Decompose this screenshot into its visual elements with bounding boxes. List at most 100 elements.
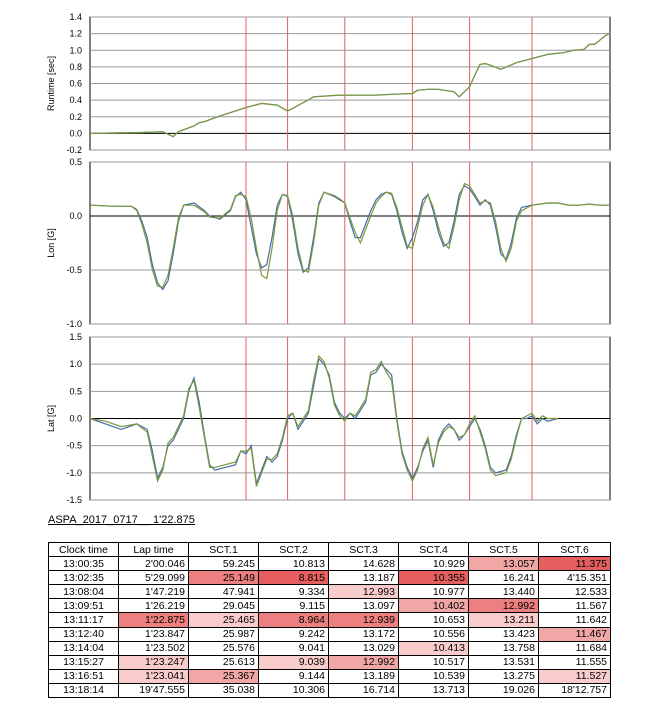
column-header: Lap time bbox=[118, 541, 189, 558]
table-cell: 10.413 bbox=[398, 640, 469, 656]
table-cell: 13:08:04 bbox=[48, 584, 119, 600]
table-row: 13:00:35 2'00.046 59.245 10.813 14.628 10.929… bbox=[48, 556, 611, 572]
table-cell: 18'12.757 bbox=[538, 682, 611, 699]
y-tick-label: 1.0 bbox=[69, 45, 82, 55]
table-cell: 12.992 bbox=[468, 598, 539, 614]
table-cell: 8.815 bbox=[258, 570, 329, 586]
table-cell: 11.684 bbox=[538, 640, 611, 656]
table-cell: 10.517 bbox=[398, 654, 469, 670]
table-cell: 5'29.099 bbox=[118, 570, 189, 586]
table-cell: 1'23.502 bbox=[118, 640, 189, 656]
table-cell: 13:16:51 bbox=[48, 668, 119, 684]
table-cell: 13.029 bbox=[328, 640, 399, 656]
table-cell: 2'00.046 bbox=[118, 556, 189, 572]
table-cell: 9.242 bbox=[258, 626, 329, 642]
table-cell: 11.555 bbox=[538, 654, 611, 670]
table-row: 13:16:51 1'23.041 25.367 9.144 13.189 10.539 1… bbox=[48, 668, 611, 684]
table-cell: 13:02:35 bbox=[48, 570, 119, 586]
table-cell: 13.440 bbox=[468, 584, 539, 600]
y-axis-label: Lon [G] bbox=[46, 228, 56, 258]
table-cell: 13.211 bbox=[468, 612, 539, 628]
table-cell: 8.964 bbox=[258, 612, 329, 628]
lap-table: Clock time Lap time SCT.1 SCT.2 SCT.3 SCT.4 SC… bbox=[48, 541, 611, 699]
series-line-1 bbox=[89, 357, 559, 484]
table-cell: 13.275 bbox=[468, 668, 539, 684]
y-tick-label: -1.5 bbox=[66, 495, 82, 505]
column-header: SCT.4 bbox=[398, 541, 469, 558]
table-cell: 1'47.219 bbox=[118, 584, 189, 600]
y-tick-label: 1.5 bbox=[69, 332, 82, 342]
column-header: SCT.2 bbox=[258, 541, 329, 558]
table-row: 13:08:04 1'47.219 47.941 9.334 12.993 10.977 1… bbox=[48, 584, 611, 600]
y-tick-label: 0.4 bbox=[69, 95, 82, 105]
column-header: SCT.3 bbox=[328, 541, 399, 558]
table-cell: 13:15:27 bbox=[48, 654, 119, 670]
y-tick-label: 0.5 bbox=[69, 386, 82, 396]
table-cell: 13:12:40 bbox=[48, 626, 119, 642]
table-cell: 11.567 bbox=[538, 598, 611, 614]
y-tick-label: 0.6 bbox=[69, 79, 82, 89]
table-cell: 14.628 bbox=[328, 556, 399, 572]
column-header: SCT.1 bbox=[188, 541, 259, 558]
series-line-2 bbox=[89, 32, 611, 138]
table-cell: 11.642 bbox=[538, 612, 611, 628]
table-cell: 10.977 bbox=[398, 584, 469, 600]
y-tick-label: -1.0 bbox=[66, 468, 82, 478]
chart-panel-1: 1.4 1.2 1.0 0.8 0.6 0.4 0.2 0.0 -0.2 Runtime [sec… bbox=[46, 12, 611, 155]
table-cell: 19'47.555 bbox=[118, 682, 189, 699]
table-cell: 16.241 bbox=[468, 570, 539, 586]
series-line-2 bbox=[89, 354, 558, 487]
table-cell: 4'15.351 bbox=[538, 570, 611, 586]
table-cell: 19.026 bbox=[468, 682, 539, 699]
table-cell: 12.533 bbox=[538, 584, 611, 600]
table-cell: 59.245 bbox=[188, 556, 259, 572]
y-tick-label: 0.2 bbox=[69, 112, 82, 122]
y-tick-label: 1.4 bbox=[69, 12, 82, 22]
table-cell: 10.306 bbox=[258, 682, 329, 699]
y-tick-label: -1.0 bbox=[66, 319, 82, 329]
table-cell: 12.993 bbox=[328, 584, 399, 600]
table-cell: 10.355 bbox=[398, 570, 469, 586]
table-cell: 29.045 bbox=[188, 598, 259, 614]
table-cell: 25.613 bbox=[188, 654, 259, 670]
table-cell: 12.992 bbox=[328, 654, 399, 670]
table-cell: 1'23.041 bbox=[118, 668, 189, 684]
table-cell: 10.929 bbox=[398, 556, 469, 572]
table-row: 13:02:35 5'29.099 25.149 8.815 13.187 10.355 1… bbox=[48, 570, 611, 586]
y-tick-label: -0.5 bbox=[66, 265, 82, 275]
table-cell: 9.039 bbox=[258, 654, 329, 670]
table-cell: 13:11:17 bbox=[48, 612, 119, 628]
table-cell: 13.758 bbox=[468, 640, 539, 656]
table-cell: 1'23.247 bbox=[118, 654, 189, 670]
y-tick-label: -0.2 bbox=[66, 145, 82, 155]
y-tick-label: 0.5 bbox=[69, 157, 82, 167]
table-cell: 13.097 bbox=[328, 598, 399, 614]
y-tick-label: 0.8 bbox=[69, 62, 82, 72]
table-cell: 10.813 bbox=[258, 556, 329, 572]
plot-frame bbox=[89, 161, 611, 325]
table-cell: 16.714 bbox=[328, 682, 399, 699]
table-cell: 10.556 bbox=[398, 626, 469, 642]
table-cell: 13:14:04 bbox=[48, 640, 119, 656]
table-cell: 9.041 bbox=[258, 640, 329, 656]
series-line-1 bbox=[89, 184, 610, 291]
table-row: 13:18:14 19'47.555 35.038 10.306 16.714 13.71… bbox=[48, 682, 611, 699]
table-row: 13:11:17 1'22.875 25.465 8.964 12.939 10.653 1… bbox=[48, 612, 611, 628]
table-cell: 1'23.847 bbox=[118, 626, 189, 642]
table-cell: 13:00:35 bbox=[48, 556, 119, 572]
table-cell: 11.467 bbox=[538, 626, 611, 642]
table-cell: 25.987 bbox=[188, 626, 259, 642]
table-cell: 10.402 bbox=[398, 598, 469, 614]
table-cell: 13.189 bbox=[328, 668, 399, 684]
table-cell: 13.187 bbox=[328, 570, 399, 586]
y-tick-label: -0.5 bbox=[66, 441, 82, 451]
table-cell: 10.539 bbox=[398, 668, 469, 684]
y-axis-label: Lat [G] bbox=[46, 405, 56, 432]
y-tick-label: 1.0 bbox=[69, 359, 82, 369]
table-row: 13:12:40 1'23.847 25.987 9.242 13.172 10.556 1… bbox=[48, 626, 611, 642]
table-cell: 9.334 bbox=[258, 584, 329, 600]
table-cell: 13.713 bbox=[398, 682, 469, 699]
table-cell: 13:09:51 bbox=[48, 598, 119, 614]
table-cell: 9.115 bbox=[258, 598, 329, 614]
table-header-row: Clock time Lap time SCT.1 SCT.2 SCT.3 SCT.4 SC… bbox=[48, 541, 611, 558]
